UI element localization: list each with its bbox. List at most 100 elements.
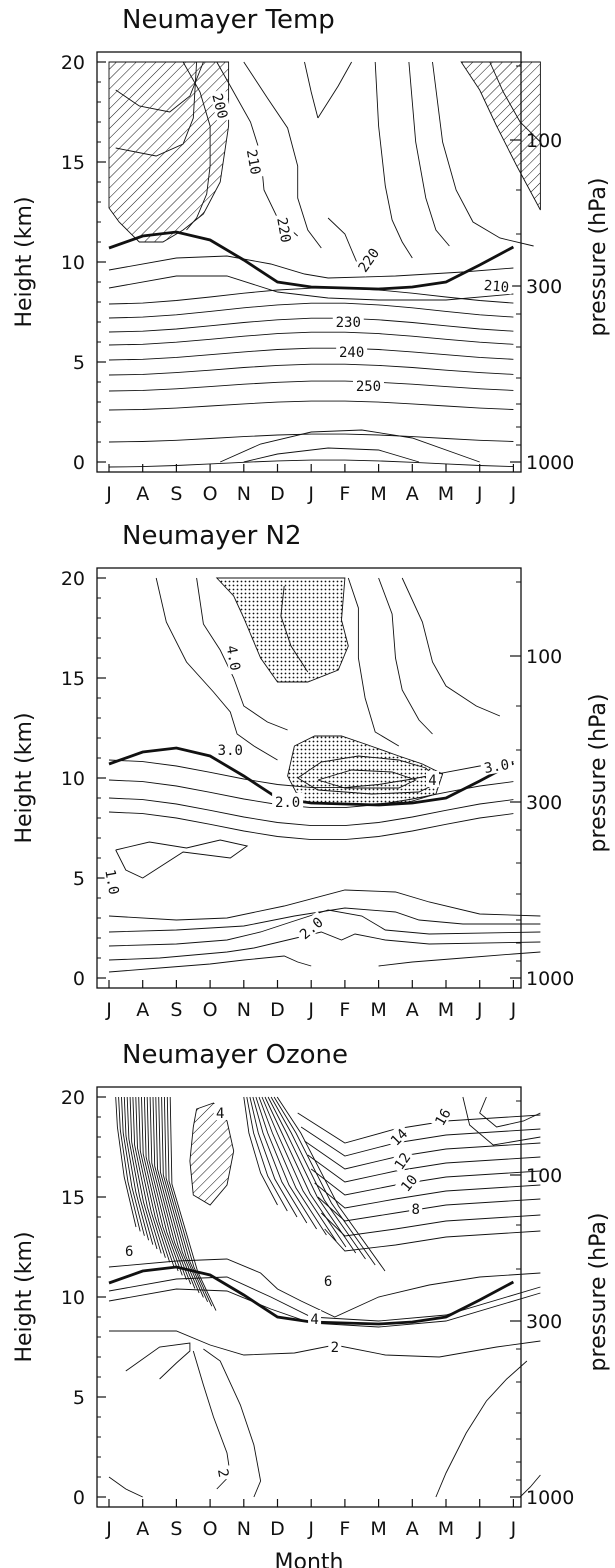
y2-tick-label: 100 xyxy=(526,130,562,152)
tropopause-line xyxy=(108,746,515,807)
x-tick-label: J xyxy=(476,483,483,505)
contour-line xyxy=(108,1476,143,1498)
y2-tick-label: 1000 xyxy=(526,1487,574,1509)
contour-line xyxy=(108,811,514,841)
contour-line xyxy=(324,1228,541,1252)
contour-label: 12 xyxy=(392,1150,415,1173)
contour-line xyxy=(152,1096,192,1285)
x-tick-label: O xyxy=(203,999,218,1021)
x-tick-label: M xyxy=(370,999,386,1021)
x-tick-label: N xyxy=(237,1518,251,1540)
contour-line xyxy=(252,1096,308,1224)
x-tick-label: F xyxy=(339,1518,350,1540)
contour-line xyxy=(108,317,514,333)
contour-line xyxy=(108,907,541,933)
contour-line xyxy=(307,1154,541,1183)
x-tick-label: J xyxy=(105,483,112,505)
contour-line xyxy=(125,1342,191,1380)
contour-line xyxy=(479,1096,541,1128)
contour-line xyxy=(169,1096,217,1311)
contour-line xyxy=(123,1096,150,1241)
contour-label-bg xyxy=(388,1146,415,1175)
contour-label-bg xyxy=(352,242,384,277)
hatched-region xyxy=(108,61,230,243)
contour-line xyxy=(432,61,534,247)
contour-label: 6 xyxy=(125,1244,133,1260)
contour-line xyxy=(108,759,514,789)
contour-line xyxy=(115,61,198,157)
contour-line xyxy=(155,1096,196,1289)
contour-line xyxy=(143,1096,179,1272)
contour-line xyxy=(246,1096,288,1212)
contour-line xyxy=(243,447,420,463)
y-tick-label: 15 xyxy=(61,1187,85,1209)
x-tick-label: A xyxy=(136,1518,149,1540)
contour-line xyxy=(108,347,514,361)
contour-line xyxy=(108,955,312,973)
y-axis-label: Height (km) xyxy=(12,712,37,843)
contour-line xyxy=(276,1096,386,1272)
contour-line xyxy=(270,1096,366,1260)
contour-line xyxy=(135,1096,166,1258)
contour-line xyxy=(304,61,319,119)
contour-line xyxy=(196,577,288,731)
contour-label-bg xyxy=(308,1310,322,1326)
contour-label: 250 xyxy=(356,379,381,395)
contour-label-bg xyxy=(102,865,124,899)
contour-line xyxy=(374,61,413,259)
x-tick-label: J xyxy=(510,999,517,1021)
hatched-region xyxy=(189,1102,235,1206)
y-tick-label: 20 xyxy=(61,52,85,74)
contour-label: 3.0 xyxy=(218,743,243,759)
contour-line xyxy=(108,363,514,376)
contour-line xyxy=(280,585,309,673)
contour-line xyxy=(519,1474,541,1498)
y-axis-label: Height (km) xyxy=(12,196,37,327)
x-tick-label: O xyxy=(203,483,218,505)
y-tick-label: 5 xyxy=(73,868,85,890)
contour-label: 240 xyxy=(339,345,364,361)
contour-label: 4 xyxy=(310,1312,318,1328)
y-tick-label: 10 xyxy=(61,768,85,790)
x-tick-label: J xyxy=(307,483,314,505)
x-tick-label: N xyxy=(237,999,251,1021)
x-tick-label: A xyxy=(406,483,419,505)
contour-line xyxy=(129,1096,158,1250)
contour-label: 230 xyxy=(336,315,361,331)
contour-label-bg xyxy=(293,911,328,944)
contour-label-bg xyxy=(332,313,364,329)
y2-tick-label: 1000 xyxy=(526,452,574,474)
contour-line xyxy=(203,1348,262,1498)
contour-line xyxy=(220,429,480,463)
contour-label: 2.0 xyxy=(275,795,300,811)
contour-line xyxy=(317,61,352,119)
contour-label: 210 xyxy=(483,278,510,296)
contour-line xyxy=(141,1096,175,1267)
stippled-region xyxy=(215,577,349,683)
contour-label-bg xyxy=(214,741,246,757)
y2-tick-label: 300 xyxy=(526,792,562,814)
plot-frame xyxy=(96,1086,522,1508)
contour-line xyxy=(108,331,514,346)
contour-line xyxy=(118,1096,141,1232)
tropopause-line xyxy=(108,230,515,291)
x-tick-label: D xyxy=(270,1518,285,1540)
contour-line xyxy=(297,1112,541,1144)
x-axis-label: Month xyxy=(275,1550,344,1568)
contour-line xyxy=(108,380,514,392)
x-tick-label: A xyxy=(136,483,149,505)
contour-line xyxy=(435,1360,528,1498)
contour-line xyxy=(108,275,514,301)
contour-line xyxy=(243,61,322,249)
contour-label: 16 xyxy=(432,1106,454,1129)
contour-line xyxy=(300,1126,541,1157)
x-tick-label: J xyxy=(307,999,314,1021)
contour-label: 210 xyxy=(243,148,263,176)
contour-label: 10 xyxy=(398,1172,421,1195)
contour-label: 8 xyxy=(411,1202,419,1218)
contour-line xyxy=(138,1096,171,1263)
contour-label-bg xyxy=(479,754,514,776)
contour-label-bg xyxy=(409,1200,423,1216)
